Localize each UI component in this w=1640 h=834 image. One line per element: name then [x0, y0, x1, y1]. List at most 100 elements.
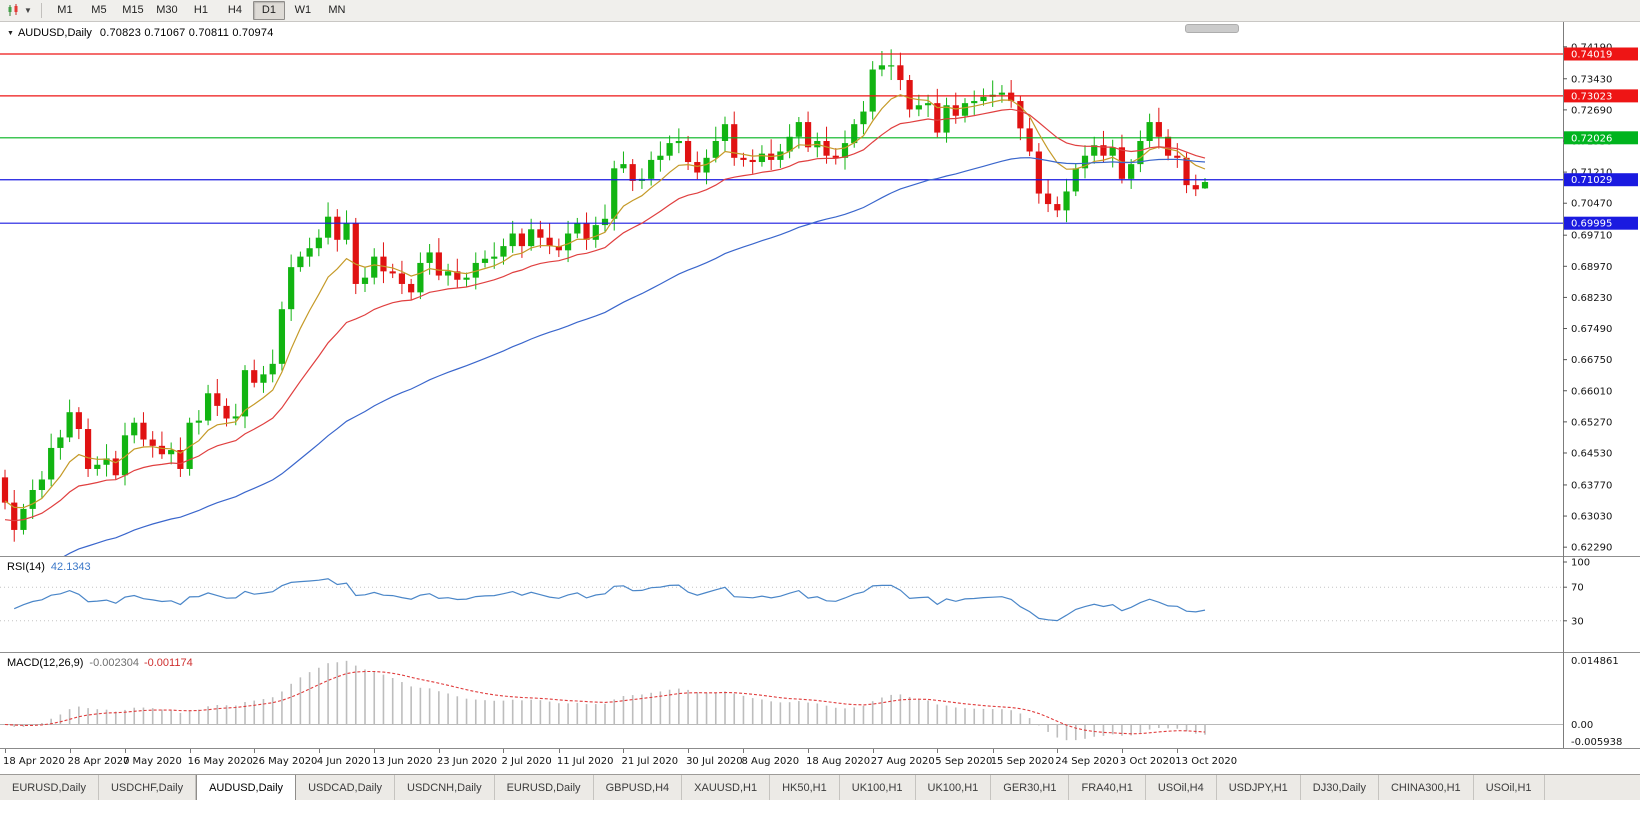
candle-body: [1128, 164, 1135, 179]
timeframe-button-m15[interactable]: M15: [122, 4, 144, 16]
candle-body: [1183, 157, 1190, 186]
candle-body: [315, 237, 322, 249]
candle-body: [297, 256, 304, 268]
candle-body: [435, 252, 442, 276]
timeframe-button-d1[interactable]: D1: [252, 1, 285, 20]
chart-tab-usdjpy-h1[interactable]: USDJPY,H1: [1216, 775, 1301, 800]
chart-tab-hk50-h1[interactable]: HK50,H1: [770, 775, 840, 800]
chart-tab-usoil-h4[interactable]: USOil,H4: [1145, 775, 1217, 800]
time-axis-tick: [5, 749, 6, 753]
candle-body: [57, 437, 64, 448]
macd-axis-label: 0.014861: [1571, 656, 1619, 667]
timeframe-button-w1[interactable]: W1: [294, 4, 312, 16]
candle-body: [1081, 155, 1089, 169]
symbol-marker-icon: ▼: [7, 30, 14, 37]
chart-tab-eurusd-daily[interactable]: EURUSD,Daily: [494, 775, 594, 800]
candle-body: [444, 271, 452, 276]
ma-line-8: [4, 94, 1206, 509]
chevron-down-icon[interactable]: ▼: [24, 6, 32, 15]
candle-body: [168, 450, 175, 455]
candle-body: [703, 157, 710, 173]
chart-tab-usdcnh-daily[interactable]: USDCNH,Daily: [395, 775, 495, 800]
time-axis-tick: [688, 749, 690, 753]
candle-body: [29, 489, 36, 509]
date-label: 15 Sep 2020: [990, 756, 1055, 767]
rsi-line: [13, 578, 1206, 622]
candle-body: [897, 65, 904, 81]
timeframe-button-mn[interactable]: MN: [328, 4, 346, 16]
chart-tab-fra40-h1[interactable]: FRA40,H1: [1069, 775, 1146, 800]
candle-body: [915, 105, 922, 110]
timeframe-button-h4[interactable]: H4: [227, 4, 242, 16]
candle-body: [1091, 145, 1098, 156]
candle-body: [306, 248, 313, 257]
chart-tab-china300-h1[interactable]: CHINA300,H1: [1378, 775, 1474, 800]
candle-body: [48, 447, 55, 480]
chart-tab-audusd-daily[interactable]: AUDUSD,Daily: [196, 775, 297, 800]
candle-body: [454, 271, 461, 280]
chart-type-icon[interactable]: [5, 3, 23, 19]
price-tag[interactable]: [1564, 89, 1638, 103]
timeframe-button-m1[interactable]: M1: [57, 4, 73, 16]
chart-tab-uk100-h1[interactable]: UK100,H1: [839, 775, 916, 800]
chart-tab-gbpusd-h4[interactable]: GBPUSD,H4: [593, 775, 683, 800]
price-axis-label: 0.63770: [1571, 480, 1612, 491]
price-tag[interactable]: [1564, 173, 1638, 187]
timeframe-button-m30[interactable]: M30: [156, 4, 178, 16]
candle-body: [38, 479, 46, 490]
moving-averages-group: [4, 94, 1206, 556]
chart-background: [0, 22, 1640, 556]
rsi-axis-label: 30: [1571, 616, 1584, 627]
candle-body: [491, 256, 498, 259]
price-tag[interactable]: [1564, 216, 1638, 230]
main-price-chart[interactable]: 0.741900.734300.726900.719500.712100.704…: [0, 22, 1640, 556]
chart-tab-dj30-daily[interactable]: DJ30,Daily: [1300, 775, 1379, 800]
toolbar-separator: [40, 3, 42, 18]
candle-body: [620, 164, 627, 169]
chart-symbol-label: AUDUSD,Daily: [17, 27, 92, 39]
macd-signal-line: [4, 670, 1206, 735]
candle-body: [537, 229, 544, 238]
chart-tab-ger30-h1[interactable]: GER30,H1: [991, 775, 1070, 800]
price-tag[interactable]: [1564, 47, 1638, 61]
price-tag-label: 0.71029: [1571, 175, 1612, 186]
macd-axis-label: 0.00: [1571, 720, 1593, 731]
chart-tab-eurusd-daily[interactable]: EURUSD,Daily: [0, 775, 99, 800]
timeframe-button-m5[interactable]: M5: [91, 4, 107, 16]
timeframe-buttons: M1 M5 M15 M30 H1 H4 D1 W1 MN: [48, 1, 354, 20]
chart-tab-usoil-h1[interactable]: USOil,H1: [1473, 775, 1545, 800]
time-axis-tick: [558, 749, 560, 753]
price-tag[interactable]: [1564, 131, 1638, 145]
candle-body: [472, 262, 479, 278]
chart-tab-usdchf-daily[interactable]: USDCHF,Daily: [98, 775, 197, 800]
candle-body: [601, 218, 609, 226]
chart-tab-uk100-h1[interactable]: UK100,H1: [915, 775, 992, 800]
rsi-panel[interactable]: 100 70 30: [0, 556, 1640, 652]
price-tag-label: 0.74019: [1571, 49, 1612, 60]
chart-scrollbar-thumb[interactable]: [1185, 24, 1239, 33]
macd-panel[interactable]: 0.014861 0.00 -0.005938: [0, 652, 1640, 748]
candle-body: [509, 233, 516, 247]
date-label: 21 Jul 2020: [621, 756, 679, 767]
candle-body: [924, 103, 932, 106]
candle-body: [269, 363, 276, 375]
candle-body: [648, 159, 655, 179]
date-label: 23 Jun 2020: [436, 756, 497, 767]
candle-body: [528, 229, 535, 247]
timeframe-button-h1[interactable]: H1: [193, 4, 208, 16]
chart-tab-xauusd-h1[interactable]: XAUUSD,H1: [682, 775, 771, 800]
candles-group: [1, 49, 1209, 542]
price-axis-label: 0.73430: [1571, 74, 1612, 85]
price-tags-group: 0.74019 0.73023 0.72026 0.71029 0.69995: [1564, 47, 1638, 230]
timeframe-toolbar: ▼ M1 M5 M15 M30 H1 H4 D1 W1 MN: [0, 0, 1640, 22]
candle-body: [343, 222, 350, 240]
candle-body: [1137, 140, 1144, 165]
macd-histogram: [13, 660, 1206, 741]
chart-tab-usdcad-daily[interactable]: USDCAD,Daily: [296, 775, 396, 800]
candle-body: [980, 96, 987, 102]
candle-body: [1100, 145, 1107, 156]
candle-body: [1063, 191, 1070, 211]
date-label: 3 Oct 2020: [1119, 756, 1176, 767]
candle-body: [1192, 185, 1199, 190]
macd-indicator-label: MACD(12,26,9) -0.002304 -0.001174: [7, 657, 193, 669]
